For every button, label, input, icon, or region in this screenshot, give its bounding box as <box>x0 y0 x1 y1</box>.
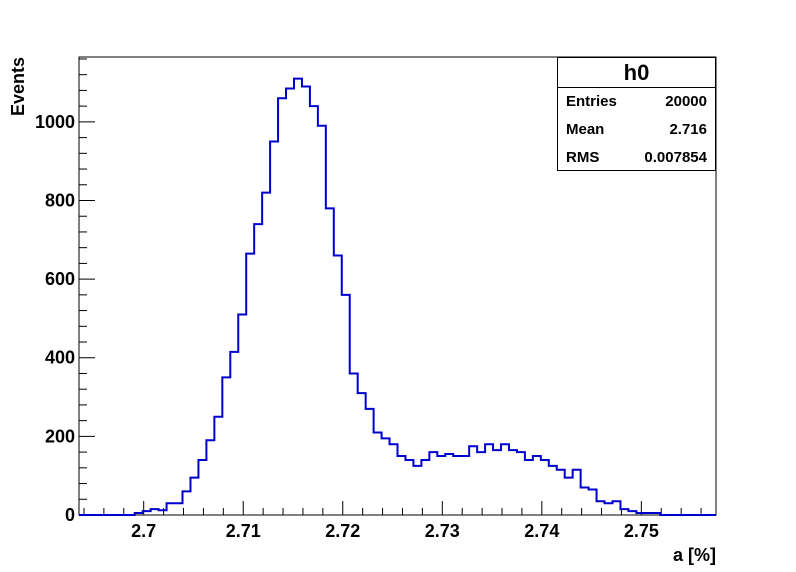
x-tick-label: 2.75 <box>624 521 659 541</box>
x-tick-label: 2.73 <box>425 521 460 541</box>
y-tick-label: 0 <box>65 505 75 525</box>
y-tick-label: 400 <box>45 348 75 368</box>
stats-mean-value: 2.716 <box>669 121 707 138</box>
stats-row-mean: Mean 2.716 <box>558 116 715 144</box>
y-tick-label: 600 <box>45 269 75 289</box>
stats-rms-label: RMS <box>566 149 600 166</box>
tick-labels: 2.7 2.71 2.72 2.73 2.74 2.75 0 200 400 600 800 1000 <box>35 112 659 541</box>
x-tick-label: 2.72 <box>325 521 360 541</box>
stats-entries-label: Entries <box>566 93 617 110</box>
tick-marks <box>79 58 702 516</box>
x-axis-title: a [%] <box>673 545 716 565</box>
stats-title: h0 <box>558 58 715 88</box>
stats-box: h0 Entries 20000 Mean 2.716 RMS 0.007854 <box>557 57 716 171</box>
y-tick-label: 800 <box>45 190 75 210</box>
histogram-line <box>79 77 716 516</box>
y-tick-label: 200 <box>45 426 75 446</box>
x-tick-label: 2.74 <box>524 521 559 541</box>
stats-entries-value: 20000 <box>665 93 707 110</box>
y-axis-title: Events <box>8 57 28 116</box>
x-tick-label: 2.71 <box>226 521 261 541</box>
stats-row-rms: RMS 0.007854 <box>558 144 715 172</box>
stats-rms-value: 0.007854 <box>644 149 707 166</box>
y-tick-label: 1000 <box>35 112 75 132</box>
plot-frame <box>78 56 717 516</box>
x-tick-label: 2.7 <box>131 521 156 541</box>
stats-mean-label: Mean <box>566 121 605 138</box>
stats-row-entries: Entries 20000 <box>558 88 715 116</box>
